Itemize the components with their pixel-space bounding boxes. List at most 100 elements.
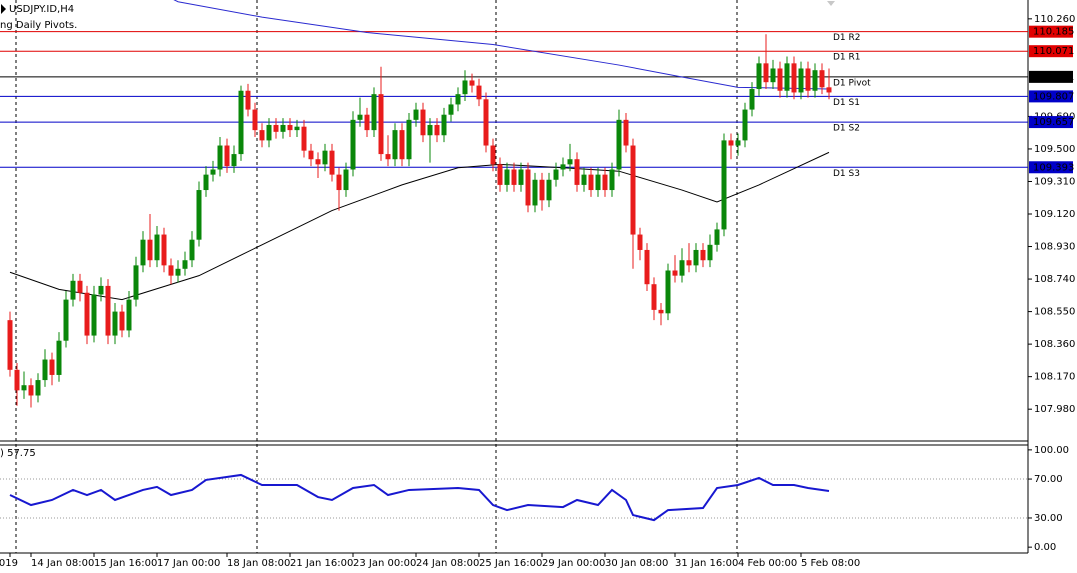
candle-body <box>119 311 125 331</box>
candle-body <box>651 284 657 310</box>
pivot-name: D1 S1 <box>833 98 860 108</box>
candle-body <box>98 285 104 295</box>
candle-body <box>308 150 314 160</box>
x-tick-label: 17 Jan 00:00 <box>157 558 220 569</box>
candle-body <box>784 63 790 91</box>
candle-body <box>287 124 293 131</box>
candle-body <box>168 265 174 276</box>
price-box <box>1029 45 1073 58</box>
x-tick-label: 15 Jan 16:00 <box>94 558 157 569</box>
candle-body <box>70 280 76 300</box>
price-box <box>1029 161 1073 174</box>
candle-body <box>259 130 265 141</box>
price-box-label: 109.921 <box>1033 72 1074 83</box>
candle-body <box>630 145 636 235</box>
candle-body <box>392 130 398 160</box>
candle-body <box>581 174 587 185</box>
candle-body <box>602 174 608 191</box>
candle-body <box>315 159 321 165</box>
candle-body <box>819 70 825 88</box>
candle-body <box>756 63 762 90</box>
candle-body <box>763 63 769 83</box>
candle-body <box>252 109 258 131</box>
candle-body <box>133 265 139 300</box>
chart-title: USDJPY.ID,H4 <box>9 4 74 15</box>
rsi-label: ) 57.75 <box>0 448 36 459</box>
candle-body <box>539 179 545 201</box>
candle-body <box>497 164 503 185</box>
candle-body <box>455 94 461 105</box>
candle-body <box>686 260 692 266</box>
candle-body <box>35 380 41 396</box>
candle-body <box>462 80 468 95</box>
x-tick-label: 18 Jan 08:00 <box>227 558 290 569</box>
price-box <box>1029 90 1073 103</box>
price-box-label: 110.071 <box>1033 46 1074 57</box>
candle-body <box>112 311 118 336</box>
price-box-label: 109.807 <box>1033 91 1074 102</box>
rsi-line <box>9 473 830 522</box>
candle-body <box>182 260 188 269</box>
candle-body <box>511 169 517 185</box>
candle-body <box>28 385 34 396</box>
candle-body <box>441 114 447 136</box>
pivot-name: D1 S2 <box>833 124 860 134</box>
candle-body <box>679 260 685 276</box>
x-tick-label: 14 Jan 08:00 <box>31 558 94 569</box>
symbol-icon <box>1 4 6 14</box>
candle-body <box>210 169 216 175</box>
candle-body <box>140 239 146 266</box>
candle-body <box>343 169 349 191</box>
y-tick-label: 109.120 <box>1034 209 1075 220</box>
candle-body <box>105 285 111 336</box>
candle-body <box>378 94 384 155</box>
pivot-name: D1 R2 <box>833 33 861 43</box>
x-tick-label: 25 Jan 16:00 <box>479 558 542 569</box>
y-tick-label: 108.930 <box>1034 242 1075 253</box>
candle-body <box>588 174 594 191</box>
candle-body <box>7 320 13 370</box>
moving-average <box>173 0 830 90</box>
candle-body <box>609 169 615 191</box>
candle-body <box>693 249 699 266</box>
candle-body <box>707 244 713 261</box>
candle-body <box>616 119 622 170</box>
candle-body <box>413 109 419 120</box>
y-tick-label: 109.310 <box>1034 176 1075 187</box>
candle-body <box>224 145 230 167</box>
candle-body <box>49 359 55 375</box>
candle-body <box>175 268 181 276</box>
candle-body <box>448 104 454 115</box>
rsi-tick-label: 100.00 <box>1034 445 1069 456</box>
candle-body <box>420 109 426 136</box>
candle-body <box>791 63 797 93</box>
candle-body <box>798 68 804 93</box>
candle-body <box>546 179 552 201</box>
candle-body <box>553 169 559 180</box>
candle-body <box>203 174 209 191</box>
scroll-marker <box>827 1 835 6</box>
candle-body <box>637 234 643 250</box>
candle-body <box>812 70 818 91</box>
candle-body <box>63 299 69 341</box>
candle-body <box>567 159 573 165</box>
candle-body <box>406 119 412 160</box>
moving-average <box>9 151 830 301</box>
candle-body <box>294 126 300 131</box>
candle-body <box>672 270 678 276</box>
x-tick-label: 5 Feb 08:00 <box>801 558 860 569</box>
candle-body <box>21 385 27 391</box>
candle-body <box>735 140 741 146</box>
candle-body <box>749 89 755 110</box>
rsi-tick-label: 70.00 <box>1034 474 1063 485</box>
candle-body <box>154 234 160 261</box>
candle-body <box>245 90 251 110</box>
x-tick-label: 31 Jan 16:00 <box>675 558 738 569</box>
price-box <box>1029 70 1073 83</box>
x-tick-label: 24 Jan 08:00 <box>416 558 479 569</box>
y-tick-label: 108.170 <box>1034 372 1075 383</box>
candle-body <box>714 229 720 245</box>
candle-body <box>42 359 48 381</box>
price-box-label: 110.185 <box>1033 27 1074 38</box>
candle-body <box>658 309 664 314</box>
